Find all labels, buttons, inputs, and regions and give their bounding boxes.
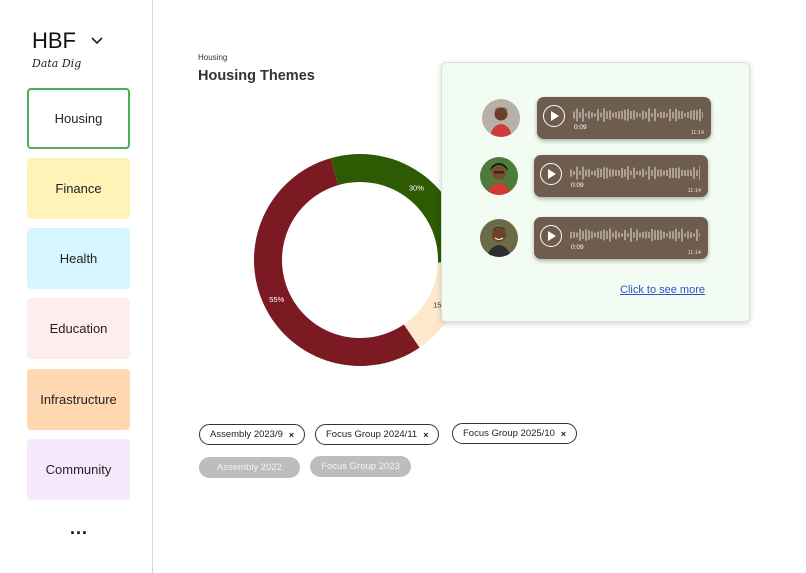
filter-tag-label: Focus Group 2025/10: [463, 428, 555, 439]
filter-tag-label: Focus Group 2024/11: [326, 429, 418, 440]
avatar: [480, 219, 518, 257]
sidebar-item-education[interactable]: Education: [27, 298, 130, 359]
page-title: Housing Themes: [198, 68, 315, 84]
avatar: [480, 157, 518, 195]
audio-clip-player[interactable]: 0:09 11:14: [534, 217, 708, 259]
elapsed-time: 0:09: [571, 182, 584, 189]
close-icon[interactable]: ×: [423, 429, 429, 440]
person-avatar-icon: [480, 157, 518, 195]
filter-tag-label: Assembly 2022: [217, 462, 282, 473]
waveform: [573, 108, 703, 122]
sidebar-item-label: Education: [49, 321, 108, 336]
sidebar-item-label: Housing: [54, 111, 103, 126]
audio-clip-player[interactable]: 0:09 11:14: [534, 155, 708, 197]
total-time: 11:14: [690, 130, 704, 136]
sidebar-item-label: Health: [59, 251, 98, 266]
brand[interactable]: HBF Data Dig: [32, 28, 142, 78]
filter-tag-label: Focus Group 2023: [321, 461, 400, 472]
person-avatar-icon: [482, 99, 520, 137]
total-time: 11:14: [687, 188, 701, 194]
audio-clip-player[interactable]: 0:09 11:14: [537, 97, 711, 139]
avatar: [482, 99, 520, 137]
see-more-link[interactable]: Click to see more: [620, 284, 705, 296]
chevron-down-icon[interactable]: [90, 34, 104, 48]
quotes-popup: 0:09 11:14 0:09 11:14 0:09 11:14 Click: [441, 62, 750, 322]
sidebar-item-community[interactable]: Community: [27, 439, 130, 500]
sidebar-item-finance[interactable]: Finance: [27, 158, 130, 219]
elapsed-time: 0:09: [571, 244, 584, 251]
filter-tag-label: Assembly 2023/9: [210, 429, 283, 440]
filter-tag-focus-group-2023[interactable]: Focus Group 2023: [310, 456, 411, 477]
sidebar-item-label: Community: [45, 462, 112, 477]
donut-slice-2[interactable]: [254, 158, 420, 366]
sidebar-item-label: Finance: [55, 181, 102, 196]
more-menu-button[interactable]: ...: [70, 518, 89, 538]
close-icon[interactable]: ×: [288, 429, 295, 440]
play-icon[interactable]: [540, 163, 562, 185]
breadcrumb: Housing: [198, 53, 228, 62]
sidebar: HBF Data Dig Housing Finance Health Educ…: [0, 0, 153, 573]
donut-slice-0[interactable]: [330, 154, 466, 264]
elapsed-time: 0:09: [574, 124, 587, 131]
filter-tag-focus-group-2024-11[interactable]: Focus Group 2024/11 ×: [315, 424, 440, 445]
filter-tag-assembly-2022[interactable]: Assembly 2022: [199, 457, 300, 478]
total-time: 11:14: [687, 250, 701, 256]
sidebar-item-label: Infrastructure: [40, 392, 117, 407]
donut-slice-label: 30%: [409, 183, 424, 192]
waveform: [570, 166, 700, 180]
play-icon[interactable]: [540, 225, 562, 247]
person-avatar-icon: [480, 219, 518, 257]
filter-tag-assembly-2023-9[interactable]: Assembly 2023/9 ×: [199, 424, 306, 445]
sidebar-item-infrastructure[interactable]: Infrastructure: [27, 369, 130, 430]
donut-slice-label: 55%: [269, 295, 284, 304]
waveform: [570, 228, 700, 242]
sidebar-item-housing[interactable]: Housing: [27, 88, 130, 149]
donut-slice-label: 15%: [433, 300, 448, 309]
brand-subtitle: Data Dig: [32, 57, 82, 70]
sidebar-item-health[interactable]: Health: [27, 228, 130, 289]
close-icon[interactable]: ×: [560, 428, 567, 439]
filter-tag-focus-group-2025-10[interactable]: Focus Group 2025/10 ×: [452, 423, 578, 444]
brand-name: HBF: [32, 28, 76, 53]
play-icon[interactable]: [543, 105, 565, 127]
